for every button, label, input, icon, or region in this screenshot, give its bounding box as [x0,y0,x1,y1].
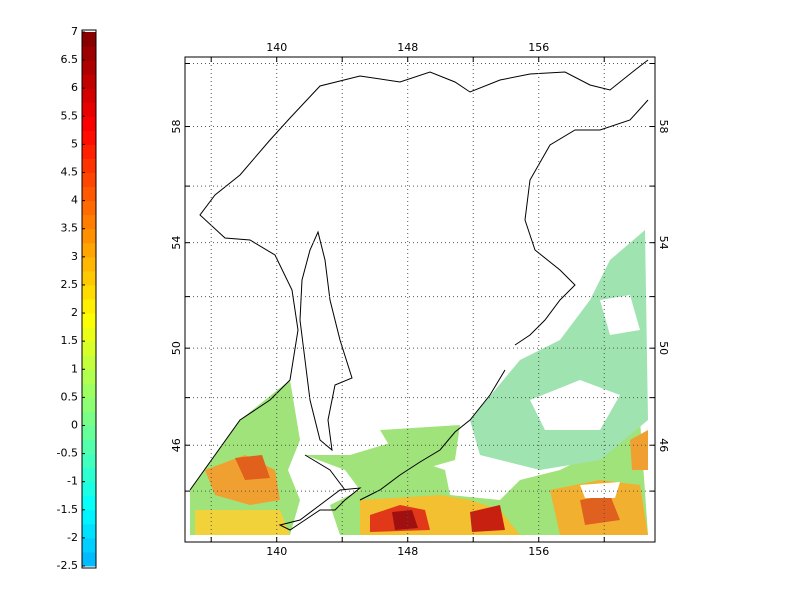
colorbar-segment [82,74,96,89]
colorbar-segment [82,509,96,525]
colorbar-tick-label: 5 [71,137,78,150]
field-patch [392,510,418,530]
coastline [278,487,362,531]
colorbar-segment [82,200,96,216]
colorbar-tick-label: 0 [71,418,78,431]
y-tick-label: 46 [657,438,670,452]
colorbar-segment [82,256,96,272]
field-patch [630,430,648,470]
colorbar-segment [82,228,96,244]
colorbar-segment [82,60,96,75]
colorbar-tick-label: 5.5 [61,109,79,122]
field-patch [470,505,505,532]
field-patch [470,230,648,470]
colorbar-tick-label: -1 [67,475,78,488]
x-tick-label: 140 [266,545,287,558]
colorbar-segment [82,214,96,230]
field-gap [600,295,640,335]
x-tick-label: 140 [266,41,287,54]
y-tick-label: 46 [170,438,183,452]
colorbar-segment [82,383,96,398]
colorbar-segment [82,186,96,202]
y-tick-label: 58 [170,120,183,134]
colorbar-segment [82,313,96,328]
y-tick-label: 54 [657,236,670,250]
colorbar-segment [82,102,96,117]
colorbar-tick-label: -1.5 [57,503,78,516]
colorbar-segment [82,116,96,131]
colorbar-segment [82,46,96,61]
colorbar-segment [82,172,96,188]
colorbar-segment [82,523,96,539]
coastline [359,369,506,501]
colorbar-tick-label: 4.5 [61,166,79,179]
colorbar-tick-label: 6.5 [61,53,79,66]
colorbar-tick-label: 1.5 [61,334,79,347]
colorbar-segment [82,327,96,342]
x-tick-label: 148 [397,41,418,54]
colorbar-segment [82,32,96,47]
colorbar-tick-label: 1 [71,362,78,375]
x-tick-label: 156 [528,545,549,558]
colorbar-segment [82,411,96,426]
colorbar-tick-label: 7 [71,25,78,38]
field-gap [530,380,620,430]
colorbar-segment [82,88,96,103]
field-patch [195,510,290,535]
colorbar-segment [82,453,96,469]
colorbar-segment [82,537,96,553]
colorbar-tick-label: -0.5 [57,447,78,460]
colorbar-tick-label: 3 [71,250,78,263]
colorbar-tick-label: 2 [71,306,78,319]
colorbar-tick-label: 2.5 [61,278,79,291]
colorbar-segment [82,551,96,567]
colorbar-segment [82,341,96,356]
colorbar-segment [82,369,96,384]
field-patch [580,495,620,525]
colorbar-tick-label: 0.5 [61,390,79,403]
coastlines [189,59,649,531]
colorbar-tick-label: 4 [71,194,78,207]
colorbar-segment [82,144,96,159]
colorbar-segment [82,158,96,174]
colorbar-tick-label: 6 [71,81,78,94]
colorbar-segment [82,481,96,497]
grid [185,57,655,542]
colorbar-segment [82,397,96,412]
colorbar-segment [82,495,96,511]
colorbar-tick-label: -2 [67,531,78,544]
y-tick-label: 50 [170,341,183,355]
coastline [514,99,649,346]
y-tick-label: 58 [657,120,670,134]
colorbar-segment [82,130,96,145]
coastline [299,230,353,452]
colorbar-segment [82,439,96,455]
colorbar-tick-label: -2.5 [57,559,78,572]
colorbar-segment [82,425,96,441]
y-tick-label: 54 [170,236,183,250]
colorbar-segment [82,242,96,258]
colorbar-segment [82,270,96,286]
y-tick-label: 50 [657,341,670,355]
field-patch [380,425,460,470]
field-gap [580,482,620,498]
colorbar-segment [82,467,96,483]
x-tick-label: 156 [528,41,549,54]
map-frame [184,56,656,543]
coastline [304,454,346,491]
colorbar-segment [82,284,96,300]
field-patch [235,455,270,480]
colorbar-frame [81,29,97,569]
data-field [190,230,648,535]
colorbar-segment [82,355,96,370]
coastline [189,59,649,491]
x-tick-label: 148 [397,545,418,558]
colorbar-tick-label: 3.5 [61,222,79,235]
colorbar-segment [82,299,96,314]
